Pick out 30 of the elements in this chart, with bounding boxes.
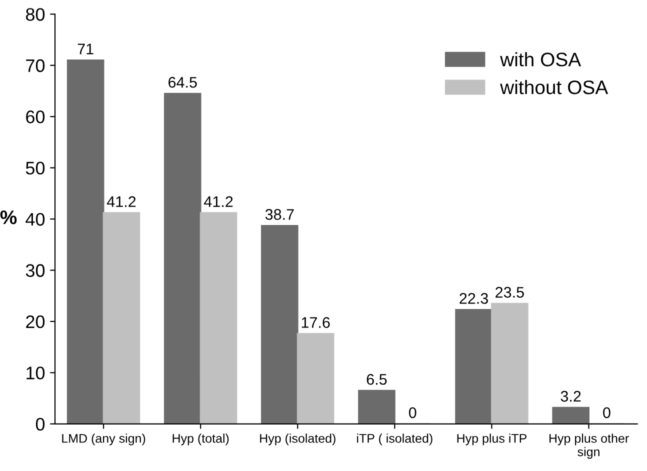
y-tick-label: 60 — [26, 110, 45, 124]
data-label: 3.2 — [560, 390, 581, 402]
data-label: 41.2 — [106, 196, 136, 207]
y-tick-label: 0 — [36, 418, 45, 431]
data-label: 64.5 — [168, 76, 197, 88]
data-label: 23.5 — [496, 286, 524, 298]
data-label: 71 — [78, 44, 94, 54]
y-tick-label: 50 — [26, 162, 45, 175]
legend-label: with OSA — [500, 52, 582, 66]
x-tick-label: Hyp plus other sign — [550, 434, 629, 459]
data-label: 17.6 — [302, 317, 330, 328]
x-tick-label: Hyp (total) — [172, 434, 229, 446]
legend-label: without OSA — [500, 80, 608, 94]
x-tick-label: Hyp (isolated) — [260, 434, 336, 446]
data-label: 38.7 — [265, 209, 294, 220]
data-label: 0 — [408, 407, 416, 418]
x-tick-label: iTP ( isolated) — [357, 434, 432, 446]
x-tick-label: Hyp plus iTP — [457, 434, 526, 446]
y-tick-label: 80 — [26, 8, 45, 21]
data-label: 6.5 — [366, 374, 387, 385]
y-tick-label: 40 — [26, 212, 45, 226]
y-tick-label: 30 — [26, 264, 45, 277]
x-tick-label: LMD (any sign) — [62, 434, 146, 446]
data-label: 41.2 — [204, 196, 233, 207]
data-label: 0 — [603, 407, 610, 418]
data-label: 22.3 — [460, 293, 488, 304]
y-tick-label: 10 — [26, 366, 45, 380]
y-axis-title: % — [0, 210, 17, 224]
y-tick-label: 20 — [26, 315, 45, 328]
y-tick-label: 70 — [26, 59, 45, 72]
